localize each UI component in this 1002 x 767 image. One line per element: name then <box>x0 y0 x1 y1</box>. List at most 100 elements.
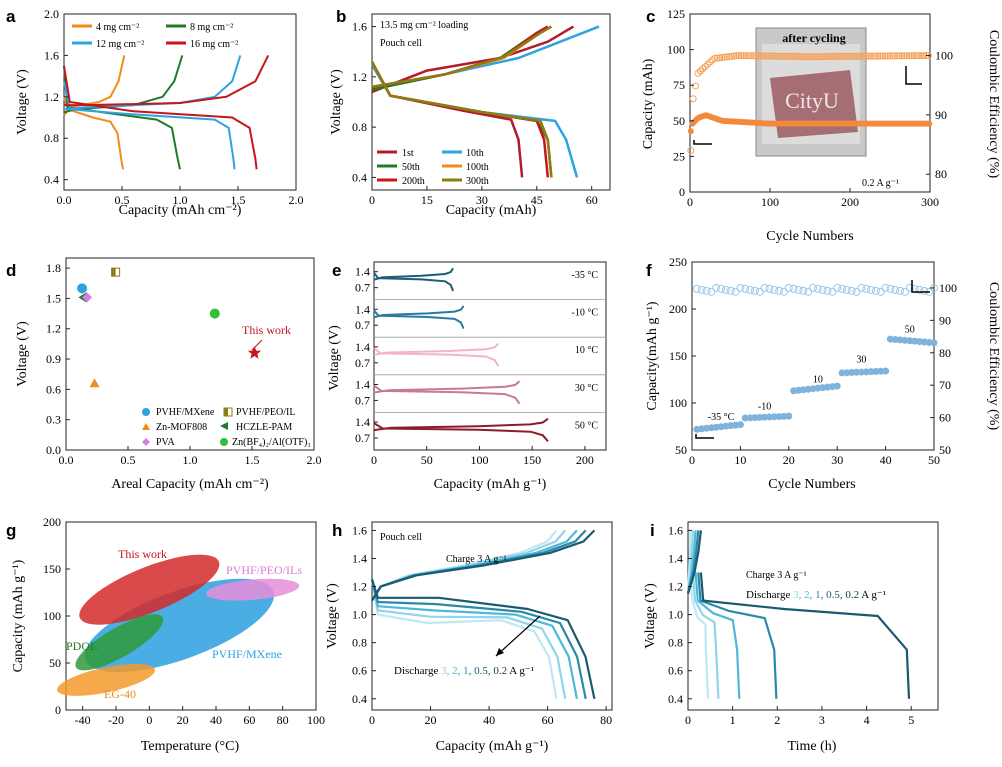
discharge-curve <box>370 579 567 700</box>
ce-point <box>725 53 733 61</box>
x-axis-label: Capacity (mAh g⁻¹) <box>436 739 549 754</box>
charge-label: Charge 3 A g⁻¹ <box>746 570 807 581</box>
y-tick-label: 1.8 <box>46 261 61 275</box>
x-tick-label: 30 <box>831 453 843 467</box>
ce-point <box>797 53 805 61</box>
temperature-label: 10 °C <box>575 345 598 356</box>
legend-label: 10th <box>466 148 484 159</box>
y-tick-label: 1.2 <box>668 580 683 594</box>
ce-point <box>912 52 920 60</box>
ce-point <box>711 54 719 62</box>
ce-point <box>765 284 774 293</box>
y-tick-label: 0.8 <box>352 120 367 134</box>
capacity-point <box>930 339 938 347</box>
x-axis-label: Areal Capacity (mAh cm⁻²) <box>111 477 269 492</box>
y-tick-label: 0 <box>679 185 685 199</box>
x-axis-label: Time (h) <box>788 739 837 754</box>
x-tick-label: 1.5 <box>231 193 246 207</box>
ce-point <box>857 283 866 292</box>
legend-label: 100th <box>466 162 489 173</box>
ce-point <box>891 52 899 60</box>
discharge-curve <box>370 63 524 178</box>
discharge-curve <box>699 572 911 699</box>
ce-point <box>869 52 877 60</box>
y-tick-label: 150 <box>43 562 61 576</box>
ce-point <box>818 285 827 294</box>
x-tick-label: 15 <box>421 193 433 207</box>
ce-point <box>905 283 914 292</box>
ce-point <box>741 284 750 293</box>
x-tick-label: 40 <box>210 713 222 727</box>
ce-point <box>754 52 762 60</box>
legend-label: 50th <box>402 162 420 173</box>
ce-point <box>779 287 788 296</box>
x-axis-label: Capacity (mAh cm⁻²) <box>119 203 242 218</box>
y-tick-label: 1.4 <box>352 551 367 565</box>
x-tick-label: 100 <box>470 453 488 467</box>
ce-point <box>697 285 706 294</box>
ce-point <box>789 284 798 293</box>
panel-letter: g <box>6 521 16 540</box>
ce-point <box>701 63 709 71</box>
plot-frame <box>689 13 931 193</box>
legend: PVHF/MXene PVHF/PEO/IL Zn-MOF808 HCZLE-P… <box>142 407 311 448</box>
rate-label: 50 <box>905 325 915 336</box>
x-tick-label: 200 <box>841 195 859 209</box>
discharge-curve <box>370 61 553 178</box>
ce-point <box>862 284 871 293</box>
ce-point <box>838 52 846 60</box>
ce-point <box>857 52 865 60</box>
ce-point <box>891 285 900 294</box>
annotation-arrow <box>251 339 263 351</box>
y-tick-label: 100 <box>939 281 957 295</box>
x-tick-label: 1.0 <box>173 193 188 207</box>
ce-point <box>770 285 779 294</box>
discharge-curve <box>63 65 258 170</box>
discharge-curve <box>373 272 455 292</box>
data-point <box>209 308 220 319</box>
y2-axis-label: Coulombic Efficiency (%) <box>986 282 1001 431</box>
x-tick-label: 150 <box>523 453 541 467</box>
panel-g: g This work PVHF/PEO/ILs PDOL PVHF/MXene… <box>6 515 325 754</box>
legend: 1st 10th 50th 100th 200th 300th <box>377 148 489 187</box>
y-tick-label: 80 <box>939 346 951 360</box>
charge-curve <box>373 380 521 394</box>
x-tick-label: 0.5 <box>121 453 136 467</box>
ce-point <box>712 283 721 292</box>
panel-h: h Pouch cell Charge 3 A g⁻¹ Discharge 3,… <box>325 521 613 754</box>
legend-label: 300th <box>466 176 489 187</box>
y-axis-label: Capacity (mAh) <box>641 58 656 149</box>
legend-label: 1st <box>402 148 414 159</box>
ce-point <box>924 52 932 60</box>
charge-curve <box>686 530 702 594</box>
x-tick-label: 80 <box>277 713 289 727</box>
y-tick-label: 50 <box>939 443 951 457</box>
y-tick-label: 100 <box>43 609 61 623</box>
y-tick-label: 0.4 <box>352 170 367 184</box>
ce-point <box>730 52 738 60</box>
x-tick-label: 20 <box>425 713 437 727</box>
x-tick-label: 50 <box>928 453 940 467</box>
discharge-curve <box>373 422 549 443</box>
data-point-fill <box>111 268 116 277</box>
ce-point <box>792 52 800 60</box>
y-tick-label: 100 <box>935 49 953 63</box>
x-tick-label: -40 <box>75 713 91 727</box>
plot-frame <box>687 521 939 711</box>
panel-letter: b <box>336 7 346 26</box>
legend-label: 200th <box>402 176 425 187</box>
y-tick-label: 1.0 <box>352 608 367 622</box>
y-tick-label: 60 <box>939 411 951 425</box>
capacity-point <box>833 382 841 390</box>
ce-point <box>881 52 889 60</box>
legend-label: 12 mg cm⁻² <box>96 39 144 50</box>
ce-point <box>807 53 815 61</box>
ce-point <box>852 52 860 60</box>
ce-point <box>809 283 817 292</box>
y-tick-label: 1.4 <box>355 302 370 316</box>
data-point <box>77 283 88 294</box>
x-tick-label: 60 <box>542 713 554 727</box>
x-tick-label: 100 <box>761 195 779 209</box>
legend-label: PVHF/PEO/IL <box>236 407 295 418</box>
ce-point <box>896 52 904 60</box>
